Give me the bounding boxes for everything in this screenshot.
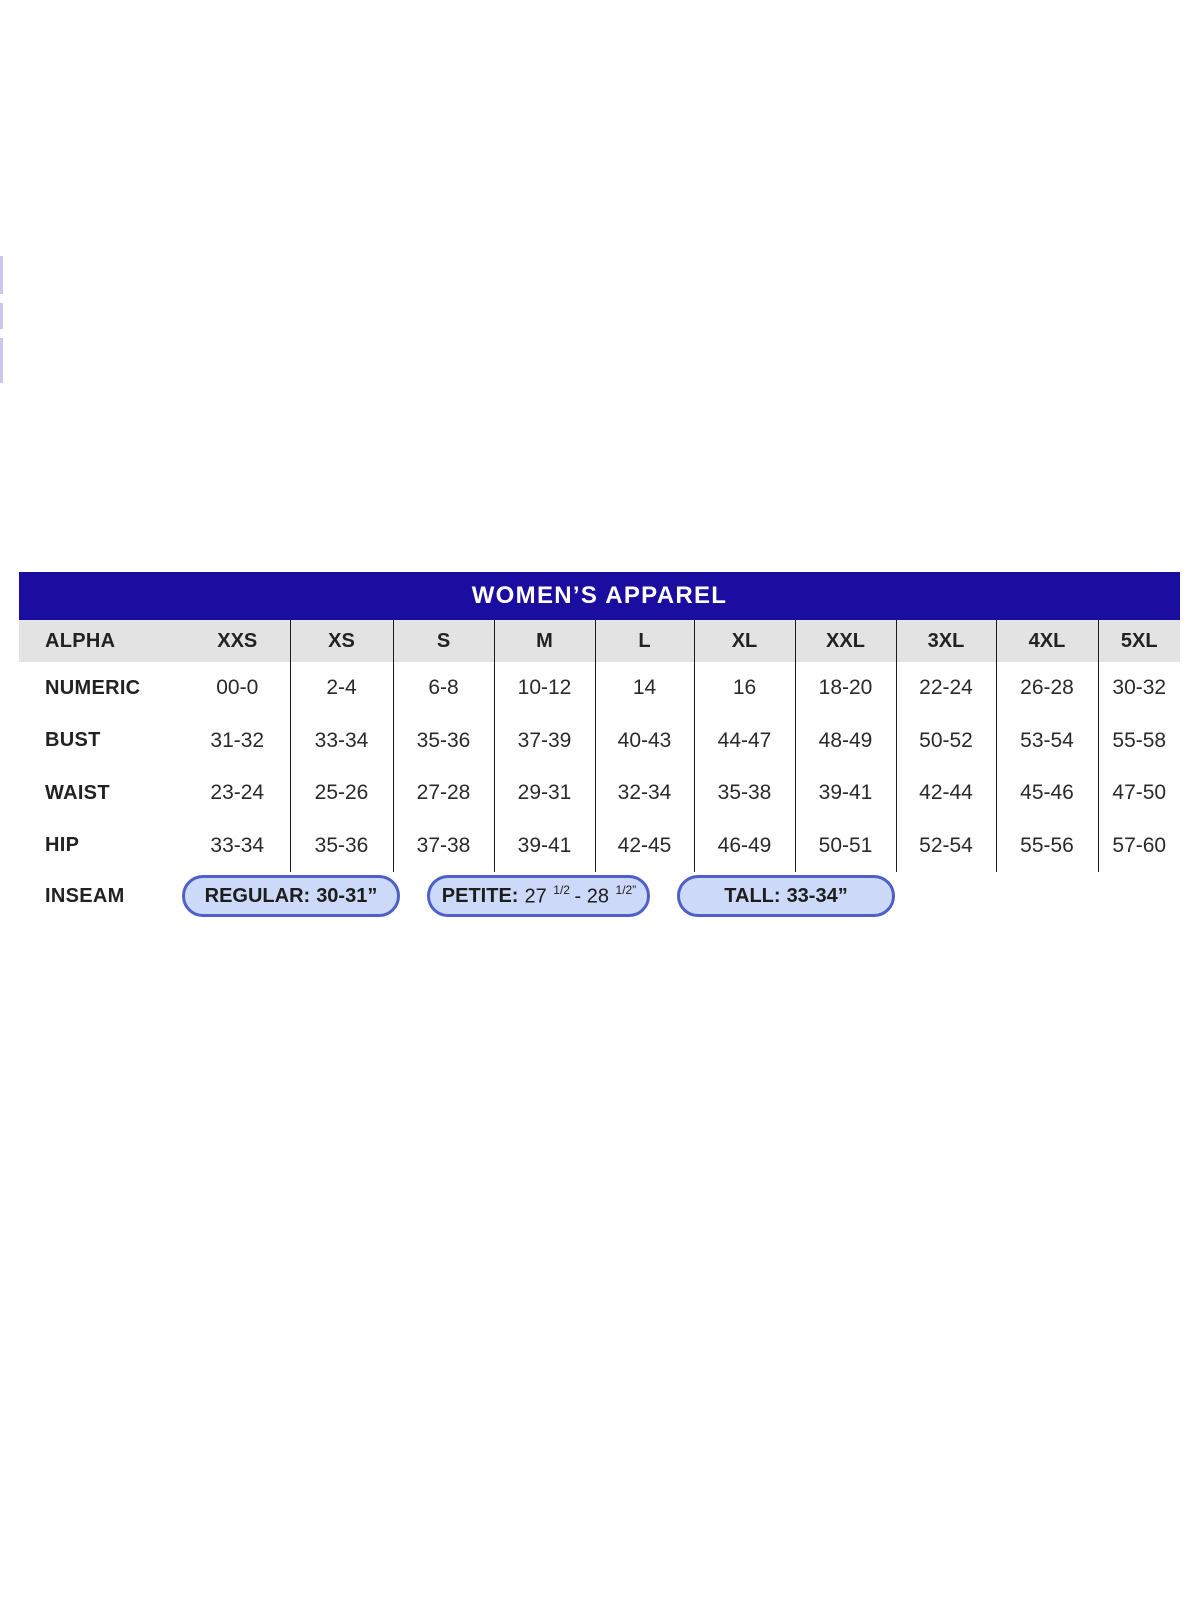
left-edge-artifact (0, 303, 3, 329)
pill-tall-value: 33-34” (786, 884, 848, 907)
size-value-cell: 42-45 (595, 819, 695, 872)
column-header: M (494, 620, 596, 662)
size-value-cell: 37-38 (393, 819, 495, 872)
size-value-cell: 50-52 (896, 714, 997, 767)
table-row: HIP 33-34 35-36 37-38 39-41 42-45 46-49 50-51 52… (19, 819, 1180, 872)
column-header: XXS (185, 620, 291, 662)
size-value-cell: 55-58 (1112, 728, 1167, 752)
size-value-cell: 23-24 (185, 767, 291, 820)
column-header: XXL (795, 620, 897, 662)
inseam-label: INSEAM (45, 885, 125, 907)
size-value-cell: 26-28 (996, 662, 1099, 715)
inseam-row: INSEAM REGULAR: 30-31” PETITE: 27 1/2 - … (19, 872, 1180, 920)
size-value-cell: 40-43 (595, 714, 695, 767)
corner-header: ALPHA (45, 629, 116, 652)
row-label: BUST (45, 729, 101, 752)
size-value-cell: 42-44 (896, 767, 997, 820)
inseam-pill-petite: PETITE: 27 1/2 - 28 1/2” (427, 875, 650, 917)
pill-petite-value: 27 1/2 - 28 1/2” (524, 882, 637, 908)
pill-regular-label: REGULAR: (204, 884, 311, 907)
size-value-cell: 47-50 (1112, 781, 1167, 805)
size-value-cell: 35-38 (694, 767, 796, 820)
chart-title: WOMEN’S APPAREL (471, 582, 728, 609)
size-value-cell: 6-8 (393, 662, 495, 715)
size-value-cell: 52-54 (896, 819, 997, 872)
size-value-cell: 39-41 (494, 819, 596, 872)
table-row: BUST 31-32 33-34 35-36 37-39 40-43 44-47 48-49 5… (19, 714, 1180, 767)
row-label: HIP (45, 834, 80, 857)
pill-petite-label: PETITE: (441, 884, 519, 907)
size-value-cell: 32-34 (595, 767, 695, 820)
inseam-pill-regular: REGULAR: 30-31” (182, 875, 400, 917)
size-value-cell: 53-54 (996, 714, 1099, 767)
size-value-cell: 37-39 (494, 714, 596, 767)
size-value-cell: 35-36 (290, 819, 394, 872)
column-header: XS (290, 620, 394, 662)
size-value-cell: 33-34 (290, 714, 394, 767)
column-header: 5XL (1120, 629, 1158, 652)
column-header: S (393, 620, 495, 662)
size-value-cell: 22-24 (896, 662, 997, 715)
inseam-pill-tall: TALL: 33-34” (677, 875, 895, 917)
size-value-cell: 44-47 (694, 714, 796, 767)
size-value-cell: 48-49 (795, 714, 897, 767)
left-edge-artifact (0, 256, 3, 294)
size-value-cell: 29-31 (494, 767, 596, 820)
chart-title-bar: WOMEN’S APPAREL (19, 572, 1180, 620)
row-label: NUMERIC (45, 676, 141, 699)
size-value-cell: 00-0 (185, 662, 291, 715)
size-value-cell: 10-12 (494, 662, 596, 715)
column-header: XL (694, 620, 796, 662)
size-value-cell: 2-4 (290, 662, 394, 715)
left-edge-artifact (0, 338, 3, 383)
size-value-cell: 45-46 (996, 767, 1099, 820)
size-value-cell: 31-32 (185, 714, 291, 767)
header-row: ALPHA XXS XS S M L XL XXL 3XL 4XL 5XL (19, 620, 1180, 662)
size-table: ALPHA XXS XS S M L XL XXL 3XL 4XL 5XL NUMERIC 00-0 2… (19, 620, 1180, 872)
column-header: 4XL (996, 620, 1099, 662)
size-value-cell: 14 (595, 662, 695, 715)
size-value-cell: 30-32 (1112, 676, 1167, 700)
column-header: L (595, 620, 695, 662)
size-value-cell: 27-28 (393, 767, 495, 820)
table-row: NUMERIC 00-0 2-4 6-8 10-12 14 16 18-20 22-24 26-2… (19, 662, 1180, 715)
size-value-cell: 39-41 (795, 767, 897, 820)
pill-regular-value: 30-31” (316, 884, 378, 907)
womens-apparel-size-chart: WOMEN’S APPAREL ALPHA XXS XS S M L XL XXL 3XL 4XL… (19, 572, 1180, 920)
pill-tall-label: TALL: (724, 884, 781, 907)
table-row: WAIST 23-24 25-26 27-28 29-31 32-34 35-38 39-41… (19, 767, 1180, 820)
size-value-cell: 57-60 (1112, 833, 1167, 857)
size-value-cell: 16 (694, 662, 796, 715)
column-header: 3XL (896, 620, 997, 662)
size-value-cell: 25-26 (290, 767, 394, 820)
size-value-cell: 55-56 (996, 819, 1099, 872)
size-value-cell: 50-51 (795, 819, 897, 872)
size-value-cell: 18-20 (795, 662, 897, 715)
size-value-cell: 46-49 (694, 819, 796, 872)
size-value-cell: 35-36 (393, 714, 495, 767)
row-label: WAIST (45, 781, 110, 804)
size-value-cell: 33-34 (185, 819, 291, 872)
